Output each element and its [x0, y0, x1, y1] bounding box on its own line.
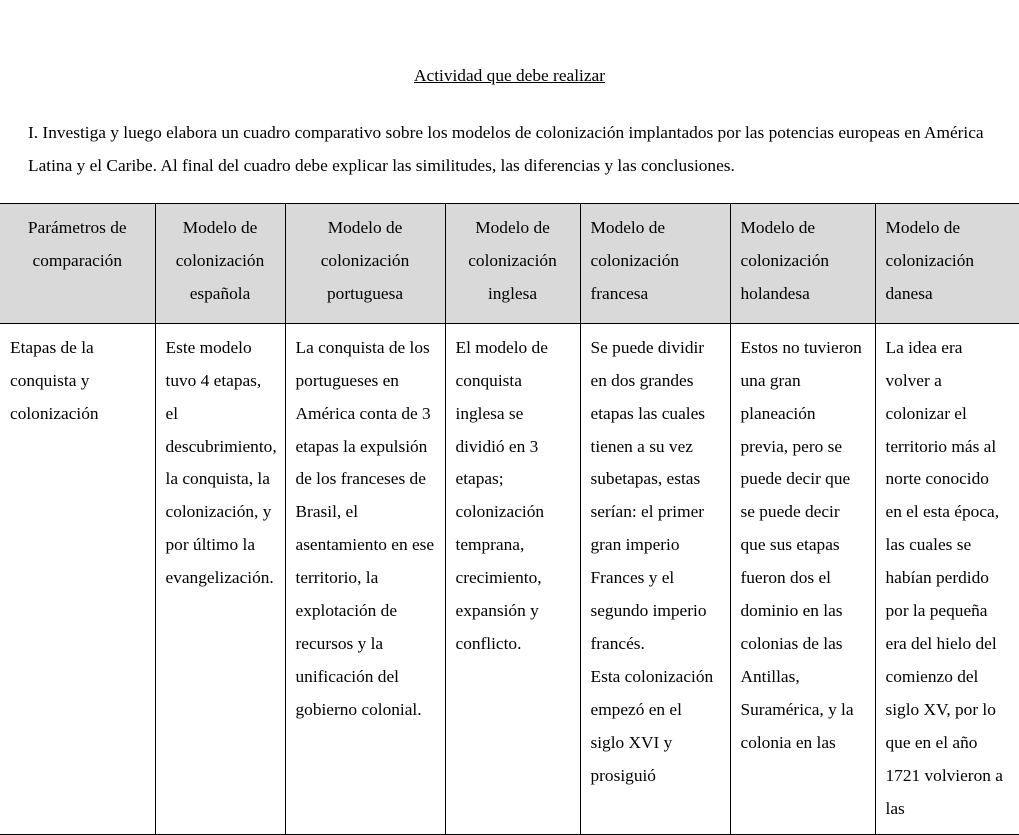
col-header-esp: Modelo de colonización española — [155, 203, 285, 323]
cell-por: La conquista de los portugueses en Améri… — [285, 323, 445, 834]
cell-fra: Se puede dividir en dos grandes etapas l… — [580, 323, 730, 834]
col-header-dan: Modelo de colonización danesa — [875, 203, 1019, 323]
cell-ing: El modelo de conquista inglesa se dividi… — [445, 323, 580, 834]
col-header-fra: Modelo de colonización francesa — [580, 203, 730, 323]
cell-param: Etapas de la conquista y colonización — [0, 323, 155, 834]
col-header-ing: Modelo de colonización inglesa — [445, 203, 580, 323]
col-header-param: Parámetros de comparación — [0, 203, 155, 323]
cell-hol: Estos no tuvieron una gran planeación pr… — [730, 323, 875, 834]
comparison-table: Parámetros de comparación Modelo de colo… — [0, 203, 1019, 835]
page-title: Actividad que debe realizar — [0, 60, 1019, 93]
document-page: Actividad que debe realizar I. Investiga… — [0, 0, 1019, 835]
col-header-por: Modelo de colonización portuguesa — [285, 203, 445, 323]
cell-esp: Este modelo tuvo 4 etapas, el descubrimi… — [155, 323, 285, 834]
table-header-row: Parámetros de comparación Modelo de colo… — [0, 203, 1019, 323]
col-header-hol: Modelo de colonización holandesa — [730, 203, 875, 323]
table-row: Etapas de la conquista y colonización Es… — [0, 323, 1019, 834]
cell-dan: La idea era volver a colonizar el territ… — [875, 323, 1019, 834]
instructions-text: I. Investiga y luego elabora un cuadro c… — [0, 117, 1019, 183]
